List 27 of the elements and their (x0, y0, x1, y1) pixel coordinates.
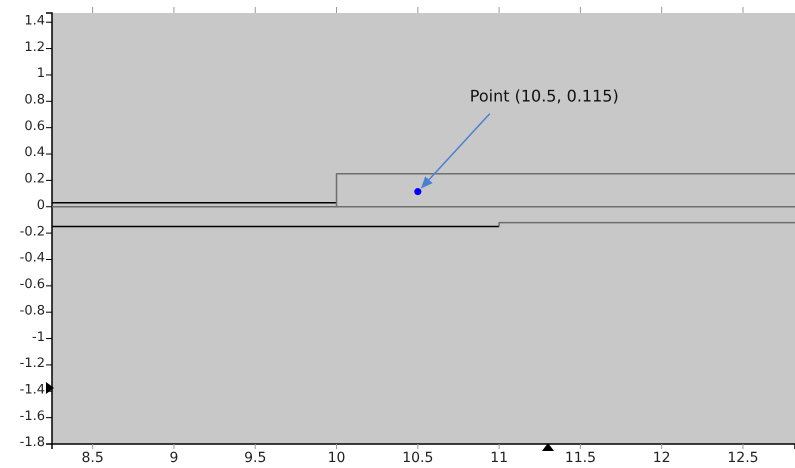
x-tick-label: 12.5 (727, 450, 759, 466)
y-tick-label: 1.2 (24, 40, 45, 55)
y-tick-label: 0.6 (24, 118, 45, 134)
y-tick-label: -0.6 (20, 277, 45, 292)
y-tick-label: 0.2 (24, 172, 45, 187)
y-tick-label: 0 (36, 198, 45, 213)
y-tick-label: -1 (32, 330, 45, 345)
x-tick-label: 10 (328, 450, 346, 466)
x-tick-label: 11 (490, 450, 508, 466)
y-tick-label: -1.2 (20, 356, 45, 372)
x-tick-label: 8.5 (82, 450, 104, 466)
y-tick-label: -0.2 (20, 224, 45, 240)
y-tick-label: -0.4 (20, 250, 45, 266)
x-tick-label: 12 (652, 450, 671, 466)
x-tick-label: 11.5 (564, 450, 596, 466)
y-tick-label: -1.8 (20, 435, 45, 450)
y-tick-label: -1.6 (20, 408, 45, 424)
y-tick-label: -1.4 (20, 382, 45, 398)
y-tick-label: -0.8 (20, 303, 45, 318)
y-tick-label: 0.4 (24, 145, 45, 160)
y-tick-label: 1.4 (24, 13, 45, 28)
annotation: Point (10.5, 0.115) (470, 86, 619, 106)
y-tick-label: 0.8 (24, 92, 45, 108)
x-tick-label: 10.5 (402, 450, 434, 466)
x-tick-label: 9.5 (244, 450, 266, 466)
x-tick-label: 9 (169, 450, 178, 466)
y-tick-label: 1 (36, 66, 45, 82)
